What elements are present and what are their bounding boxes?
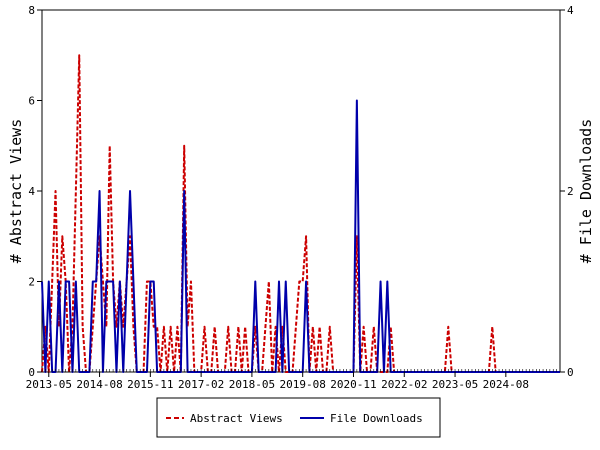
plot-area xyxy=(41,9,561,373)
x-tick-label-8: 2023-05 xyxy=(432,378,478,391)
y-left-tick-label-0: 0 xyxy=(28,366,35,379)
x-tick-label-2: 2015-11 xyxy=(127,378,173,391)
x-axis: 2013-05 2014-08 2015-11 2017-02 2018-05 2019-… xyxy=(26,369,561,391)
x-tick-label-6: 2020-11 xyxy=(330,378,376,391)
y-left-tick-label-3: 6 xyxy=(28,95,35,108)
x-tick-label-3: 2017-02 xyxy=(178,378,224,391)
x-tick-label-1: 2014-08 xyxy=(76,378,122,391)
y-axis-left: 0 2 4 6 8 xyxy=(28,4,42,379)
x-tick-label-7: 2022-02 xyxy=(381,378,427,391)
y-axis-left-title: # Abstract Views xyxy=(7,119,25,264)
y-axis-right: 0 2 4 xyxy=(560,4,574,379)
x-tick-label-5: 2019-08 xyxy=(280,378,326,391)
x-tick-label-9: 2024-08 xyxy=(483,378,529,391)
y-axis-right-title: # File Downloads xyxy=(577,119,595,264)
x-tick-label-4: 2018-05 xyxy=(229,378,275,391)
legend: Abstract Views File Downloads xyxy=(156,397,441,438)
y-left-tick-label-2: 4 xyxy=(28,185,35,198)
legend-label-abstract-views: Abstract Views xyxy=(190,412,283,425)
x-tick-label-0: 2013-05 xyxy=(26,378,72,391)
legend-box xyxy=(156,397,441,438)
legend-label-file-downloads: File Downloads xyxy=(330,412,423,425)
y-right-tick-label-1: 2 xyxy=(567,185,574,198)
y-right-tick-label-2: 4 xyxy=(567,4,574,17)
y-right-tick-label-0: 0 xyxy=(567,366,574,379)
y-left-tick-label-1: 2 xyxy=(28,276,35,289)
y-left-tick-label-4: 8 xyxy=(28,4,35,17)
